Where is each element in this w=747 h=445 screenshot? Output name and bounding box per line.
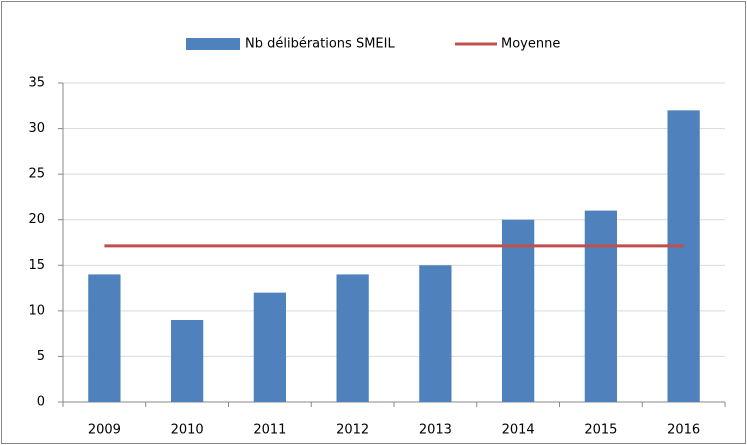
bar (584, 210, 618, 402)
x-tick-label: 2009 (88, 423, 121, 438)
bar (170, 319, 204, 402)
y-tick-label: 5 (37, 349, 45, 364)
y-tick-label: 0 (37, 395, 45, 410)
y-tick-label: 15 (28, 258, 45, 273)
x-tick-label: 2015 (584, 423, 617, 438)
x-tick-label: 2014 (502, 423, 535, 438)
legend-swatch (186, 38, 240, 50)
bar (253, 292, 287, 402)
bar (667, 110, 700, 402)
bar (88, 274, 121, 402)
legend-label: Nb délibérations SMEIL (245, 37, 395, 52)
x-tick-label: 2012 (336, 423, 369, 438)
x-tick-label: 2011 (253, 423, 286, 438)
bar (501, 219, 535, 402)
x-tick-label: 2016 (667, 423, 700, 438)
x-tick-label: 2010 (171, 423, 204, 438)
y-tick-label: 35 (28, 76, 45, 91)
y-tick-label: 25 (28, 167, 45, 182)
bar (419, 265, 452, 402)
legend-label: Moyenne (501, 37, 560, 52)
y-tick-label: 30 (28, 121, 45, 136)
y-tick-label: 10 (28, 303, 45, 318)
y-tick-label: 20 (28, 212, 45, 227)
x-tick-label: 2013 (419, 423, 452, 438)
bar (336, 274, 369, 402)
